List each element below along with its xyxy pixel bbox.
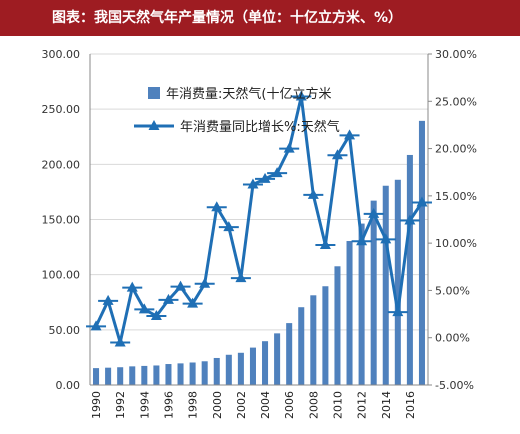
bar bbox=[141, 365, 148, 385]
line-point bbox=[126, 281, 138, 292]
legend-swatch-bar bbox=[148, 87, 160, 99]
line-point bbox=[211, 201, 223, 212]
legend-label-bar: 年消费量:天然气(十亿立方米 bbox=[166, 86, 331, 102]
chart-title: 图表：我国天然气年产量情况（单位：十亿立方米、%） bbox=[52, 10, 403, 26]
bar bbox=[346, 241, 353, 385]
bar bbox=[262, 341, 269, 385]
line-point bbox=[187, 297, 199, 308]
y-right-tick-label: 25.00% bbox=[435, 95, 477, 108]
bar bbox=[117, 367, 124, 385]
y-left-tick-label: 150.00 bbox=[42, 214, 81, 227]
x-tick-label: 1994 bbox=[138, 391, 151, 419]
bar bbox=[189, 362, 196, 385]
bar bbox=[165, 364, 172, 385]
x-tick-label: 2002 bbox=[235, 391, 248, 419]
bar bbox=[298, 307, 305, 385]
bar bbox=[334, 266, 341, 385]
bar bbox=[153, 365, 160, 385]
x-tick-label: 2012 bbox=[356, 391, 369, 419]
line-point bbox=[344, 129, 356, 140]
x-tick-label: 2000 bbox=[211, 391, 224, 419]
line-point bbox=[199, 277, 211, 288]
axes: 0.00 50.00 100.00 150.00 200.00 250.00 300.00 -… bbox=[42, 48, 477, 419]
y-left-tick-label: 300.00 bbox=[42, 48, 81, 61]
line-point bbox=[319, 239, 331, 250]
bar bbox=[370, 200, 377, 385]
x-tick-label: 2006 bbox=[283, 391, 296, 419]
bar bbox=[93, 368, 100, 385]
y-right-tick-label: 30.00% bbox=[435, 48, 477, 61]
line-point bbox=[90, 320, 102, 331]
line-point bbox=[295, 90, 307, 101]
y-left-tick-label: 0.00 bbox=[56, 379, 81, 392]
chart-title-banner: 图表：我国天然气年产量情况（单位：十亿立方米、%） bbox=[0, 0, 520, 36]
x-tick-label: 1990 bbox=[90, 391, 103, 419]
bar bbox=[129, 366, 136, 385]
bar bbox=[286, 323, 293, 385]
bar bbox=[105, 367, 112, 385]
bar bbox=[213, 357, 220, 385]
x-tick-label: 1996 bbox=[162, 391, 175, 419]
line-point bbox=[175, 280, 187, 291]
x-tick-label: 2004 bbox=[259, 391, 272, 419]
x-tick-label: 2016 bbox=[404, 391, 417, 419]
bar bbox=[418, 120, 425, 385]
bar bbox=[358, 223, 365, 385]
line-point bbox=[356, 235, 368, 246]
line-point bbox=[114, 336, 126, 347]
y-right-tick-label: 10.00% bbox=[435, 237, 477, 250]
line-series bbox=[86, 90, 432, 347]
line-point bbox=[235, 272, 247, 283]
line-point bbox=[259, 172, 271, 183]
x-tick-label: 1998 bbox=[187, 391, 200, 419]
y-right-tick-label: 15.00% bbox=[435, 190, 477, 203]
bar bbox=[322, 286, 329, 385]
bar bbox=[177, 363, 184, 385]
line-point bbox=[138, 303, 150, 314]
bar-series bbox=[93, 120, 425, 385]
x-tick-label: 1992 bbox=[114, 391, 127, 419]
line-point bbox=[392, 306, 404, 317]
line-point bbox=[404, 214, 416, 225]
y-right-tick-label: 0.00% bbox=[435, 332, 470, 345]
bar bbox=[225, 354, 232, 385]
line-point bbox=[102, 294, 114, 305]
line-point bbox=[223, 221, 235, 232]
legend-swatch-marker bbox=[148, 120, 160, 130]
line-point bbox=[368, 207, 380, 218]
y-left-tick-label: 50.00 bbox=[49, 324, 81, 337]
bar bbox=[249, 347, 256, 385]
x-tick-label: 2014 bbox=[380, 391, 393, 419]
y-left-tick-label: 250.00 bbox=[42, 103, 81, 116]
y-right-tick-label: 20.00% bbox=[435, 143, 477, 156]
bar bbox=[406, 154, 413, 385]
bar bbox=[237, 352, 244, 385]
line-point bbox=[307, 188, 319, 199]
line-point bbox=[271, 167, 283, 178]
legend-label-line: 年消费量同比增长%:天然气 bbox=[180, 119, 340, 135]
bar bbox=[394, 179, 401, 385]
line-point bbox=[162, 293, 174, 304]
bar bbox=[382, 185, 389, 385]
line-point bbox=[247, 178, 259, 189]
bar bbox=[201, 361, 208, 385]
y-right-tick-label: 5.00% bbox=[435, 284, 470, 297]
x-tick-label: 2010 bbox=[331, 391, 344, 419]
line-point bbox=[331, 149, 343, 160]
y-left-tick-label: 100.00 bbox=[42, 269, 81, 282]
x-tick-label: 2008 bbox=[307, 391, 320, 419]
bar bbox=[310, 295, 317, 385]
bar bbox=[274, 333, 281, 385]
line-point bbox=[283, 142, 295, 153]
line-point bbox=[150, 309, 162, 320]
y-left-tick-label: 200.00 bbox=[42, 158, 81, 171]
line-point bbox=[380, 233, 392, 244]
y-right-tick-label: -5.00% bbox=[435, 379, 474, 392]
line-point bbox=[416, 196, 428, 207]
growth-line bbox=[94, 95, 424, 344]
